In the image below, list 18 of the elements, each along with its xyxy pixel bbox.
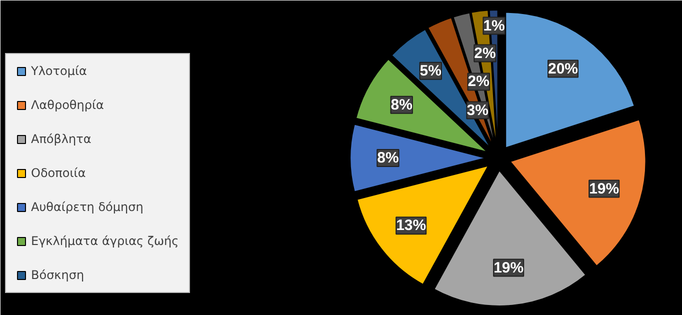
data-label: 19% xyxy=(589,180,620,198)
data-label: 20% xyxy=(548,60,578,78)
data-label: 13% xyxy=(396,217,426,234)
data-label: 8% xyxy=(390,96,412,114)
legend-label: Αυθαίρετη δόμηση xyxy=(31,200,144,214)
legend-label: Απόβλητα xyxy=(31,132,92,146)
data-label: 8% xyxy=(377,150,399,166)
legend-label: Βόσκηση xyxy=(31,268,84,282)
legend-label: Οδοποιία xyxy=(31,166,86,180)
legend-label: Λαθροθηρία xyxy=(31,98,104,112)
data-label: 5% xyxy=(420,62,442,80)
data-label: 3% xyxy=(466,102,488,119)
data-label: 2% xyxy=(474,44,496,62)
legend-label: Υλοτομία xyxy=(31,64,87,78)
data-label: 19% xyxy=(494,259,524,276)
data-label: 1% xyxy=(483,17,505,34)
data-label: 2% xyxy=(468,73,490,90)
legend-label: Εγκλήματα άγριας ζωής xyxy=(31,234,179,248)
